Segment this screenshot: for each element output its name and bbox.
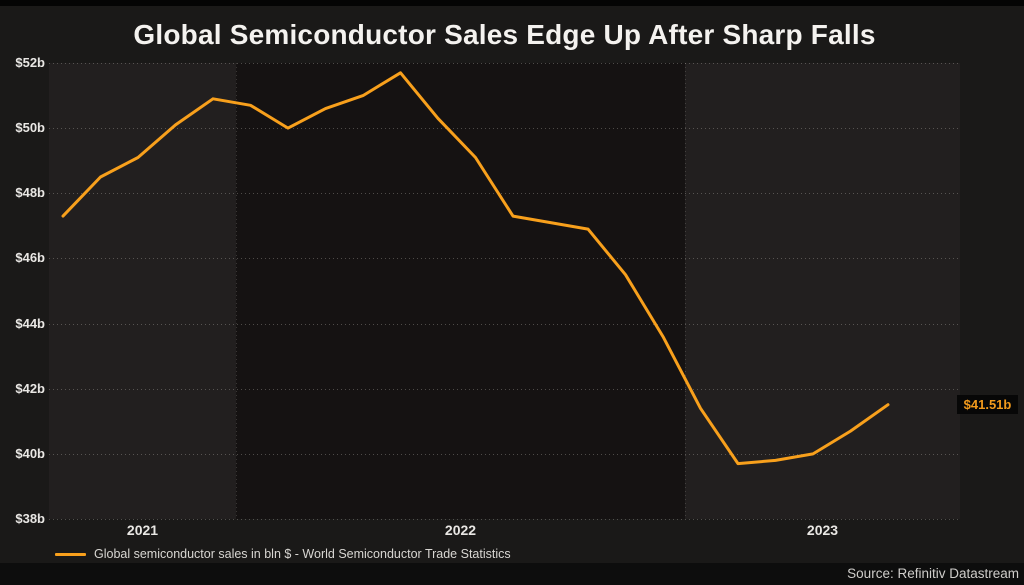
gridline-vertical bbox=[236, 63, 237, 519]
y-axis-tick-label: $40b bbox=[15, 445, 45, 461]
sales-line bbox=[61, 71, 890, 466]
gridline-horizontal bbox=[49, 193, 960, 195]
year-band bbox=[685, 63, 960, 519]
gridline-horizontal bbox=[49, 63, 960, 64]
plot-area bbox=[49, 63, 960, 520]
source-bar: Source: Refinitiv Datastream bbox=[0, 563, 1024, 585]
gridline-horizontal bbox=[49, 519, 960, 520]
y-axis-tick-label: $46b bbox=[15, 250, 45, 266]
top-border bbox=[0, 0, 1024, 6]
gridline-horizontal bbox=[49, 453, 960, 455]
y-axis-tick-label: $48b bbox=[15, 185, 45, 201]
gridline-vertical bbox=[685, 63, 686, 519]
gridline-horizontal bbox=[49, 323, 960, 325]
legend-line-swatch bbox=[55, 552, 86, 556]
gridline-horizontal bbox=[49, 388, 960, 390]
y-axis-tick-label: $50b bbox=[15, 120, 45, 136]
y-axis-tick-label: $52b bbox=[15, 55, 45, 70]
x-axis-year-label: 2022 bbox=[444, 522, 477, 538]
gridline-horizontal bbox=[49, 128, 960, 130]
y-axis-tick-label: $44b bbox=[15, 315, 45, 331]
y-axis-tick-label: $38b bbox=[15, 511, 45, 526]
year-band bbox=[49, 63, 236, 519]
gridline-horizontal bbox=[49, 258, 960, 260]
y-axis-tick-label: $42b bbox=[15, 380, 45, 396]
legend-label: Global semiconductor sales in bln $ - Wo… bbox=[94, 547, 511, 561]
chart-title: Global Semiconductor Sales Edge Up After… bbox=[133, 19, 876, 50]
x-axis-year-label: 2023 bbox=[806, 522, 839, 538]
legend: Global semiconductor sales in bln $ - Wo… bbox=[55, 546, 511, 562]
source-credit: Source: Refinitiv Datastream bbox=[847, 566, 1019, 581]
last-value-badge: $41.51b bbox=[957, 395, 1018, 414]
year-band bbox=[236, 63, 685, 519]
x-axis-year-label: 2021 bbox=[126, 522, 159, 538]
